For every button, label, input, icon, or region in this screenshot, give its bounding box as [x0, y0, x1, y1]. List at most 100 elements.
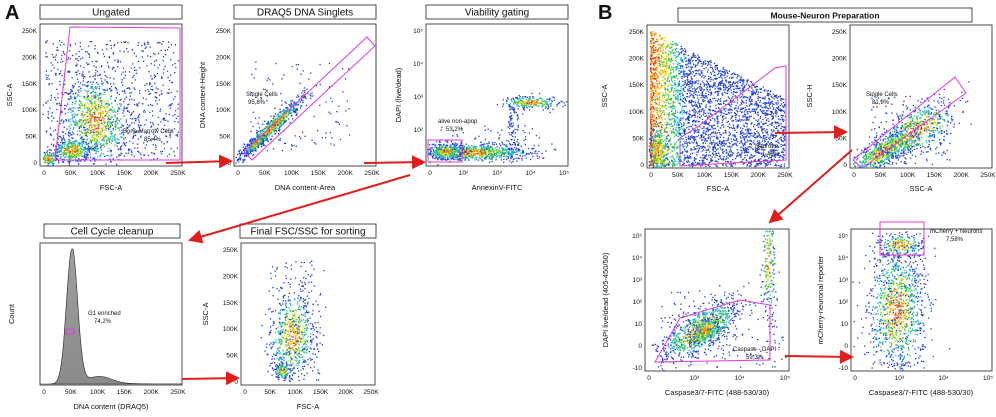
scatter-dot — [459, 158, 462, 160]
scatter-dot — [166, 92, 168, 94]
scatter-dot — [540, 102, 542, 104]
scatter-dot — [106, 143, 108, 145]
scatter-dot — [79, 45, 81, 48]
scatter-dot — [91, 123, 93, 125]
scatter-dot — [301, 356, 304, 358]
scatter-dot — [83, 76, 85, 78]
scatter-dot — [168, 92, 170, 94]
scatter-dot — [112, 129, 114, 131]
scatter-dot — [100, 104, 103, 106]
scatter-dot — [271, 374, 273, 376]
scatter-dot — [96, 134, 98, 136]
scatter-dot — [79, 142, 81, 144]
scatter-points — [427, 92, 568, 166]
scatter-dot — [273, 353, 275, 355]
scatter-dot — [468, 155, 471, 157]
scatter-dot — [92, 104, 94, 106]
scatter-dot — [292, 329, 294, 331]
scatter-dot — [456, 151, 458, 153]
scatter-dot — [545, 102, 547, 104]
scatter-dot — [174, 120, 176, 123]
scatter-dot — [529, 106, 531, 108]
scatter-dot — [506, 148, 508, 150]
scatter-dot — [140, 157, 142, 159]
scatter-dot — [91, 87, 93, 89]
scatter-dot — [52, 64, 54, 66]
scatter-dot — [287, 114, 290, 116]
scatter-dot — [454, 145, 456, 147]
scatter-dot — [98, 124, 101, 126]
scatter-dot — [46, 158, 48, 160]
scatter-dot — [62, 161, 64, 163]
scatter-dot — [283, 142, 286, 144]
scatter-dot — [86, 111, 88, 113]
scatter-dot — [240, 152, 243, 154]
scatter-dot — [249, 150, 251, 153]
scatter-dot — [70, 153, 72, 155]
scatter-dot — [532, 97, 534, 99]
scatter-dot — [459, 144, 461, 147]
scatter-dot — [478, 152, 480, 154]
scatter-dot — [497, 152, 499, 154]
scatter-dot — [538, 145, 540, 147]
scatter-dot — [56, 108, 58, 111]
scatter-dot — [514, 97, 517, 99]
scatter-dot — [262, 129, 264, 131]
scatter-dot — [454, 150, 456, 152]
scatter-dot — [519, 96, 521, 98]
scatter-dot — [84, 160, 86, 162]
scatter-dot — [72, 128, 75, 130]
scatter-dot — [258, 130, 260, 133]
scatter-dot — [89, 148, 91, 150]
scatter-dot — [90, 119, 92, 122]
scatter-dot — [75, 100, 77, 102]
scatter-dot — [533, 148, 535, 150]
scatter-dot — [440, 158, 442, 160]
scatter-dot — [69, 145, 72, 148]
scatter-dot — [64, 147, 66, 149]
scatter-dot — [452, 130, 455, 132]
scatter-dot — [129, 92, 131, 94]
scatter-dot — [449, 155, 452, 158]
scatter-dot — [172, 52, 175, 54]
scatter-dot — [236, 159, 239, 161]
scatter-dot — [249, 152, 251, 154]
scatter-dot — [304, 329, 306, 331]
scatter-dot — [46, 150, 49, 152]
scatter-dot — [68, 141, 71, 143]
scatter-dot — [106, 105, 108, 108]
scatter-dot — [462, 156, 464, 158]
scatter-dot — [96, 110, 98, 112]
scatter-dot — [79, 148, 81, 150]
scatter-dot — [303, 344, 305, 346]
scatter-dot — [453, 156, 455, 158]
x-tick-label: 0 — [42, 389, 46, 396]
scatter-dot — [133, 127, 135, 130]
scatter-dot — [493, 144, 495, 146]
scatter-dot — [236, 160, 239, 162]
scatter-dot — [133, 135, 135, 137]
scatter-dot — [72, 116, 74, 118]
scatter-dot — [253, 137, 255, 140]
scatter-dot — [260, 143, 262, 145]
scatter-dot — [141, 56, 143, 58]
scatter-dot — [518, 105, 521, 108]
scatter-dot — [335, 121, 337, 123]
scatter-dot — [516, 150, 518, 152]
scatter-dot — [127, 152, 129, 154]
scatter-dot — [88, 149, 90, 151]
scatter-dot — [103, 100, 106, 103]
scatter-dot — [139, 92, 141, 94]
scatter-dot — [80, 160, 82, 162]
scatter-dot — [59, 147, 61, 149]
scatter-dot — [484, 129, 486, 131]
scatter-dot — [491, 142, 494, 144]
scatter-dot — [274, 124, 276, 126]
scatter-dot — [104, 115, 107, 117]
scatter-dot — [81, 152, 83, 154]
scatter-dot — [60, 111, 62, 113]
scatter-dot — [456, 156, 458, 158]
scatter-dot — [260, 97, 263, 100]
scatter-dot — [89, 113, 91, 115]
scatter-dot — [117, 110, 119, 112]
